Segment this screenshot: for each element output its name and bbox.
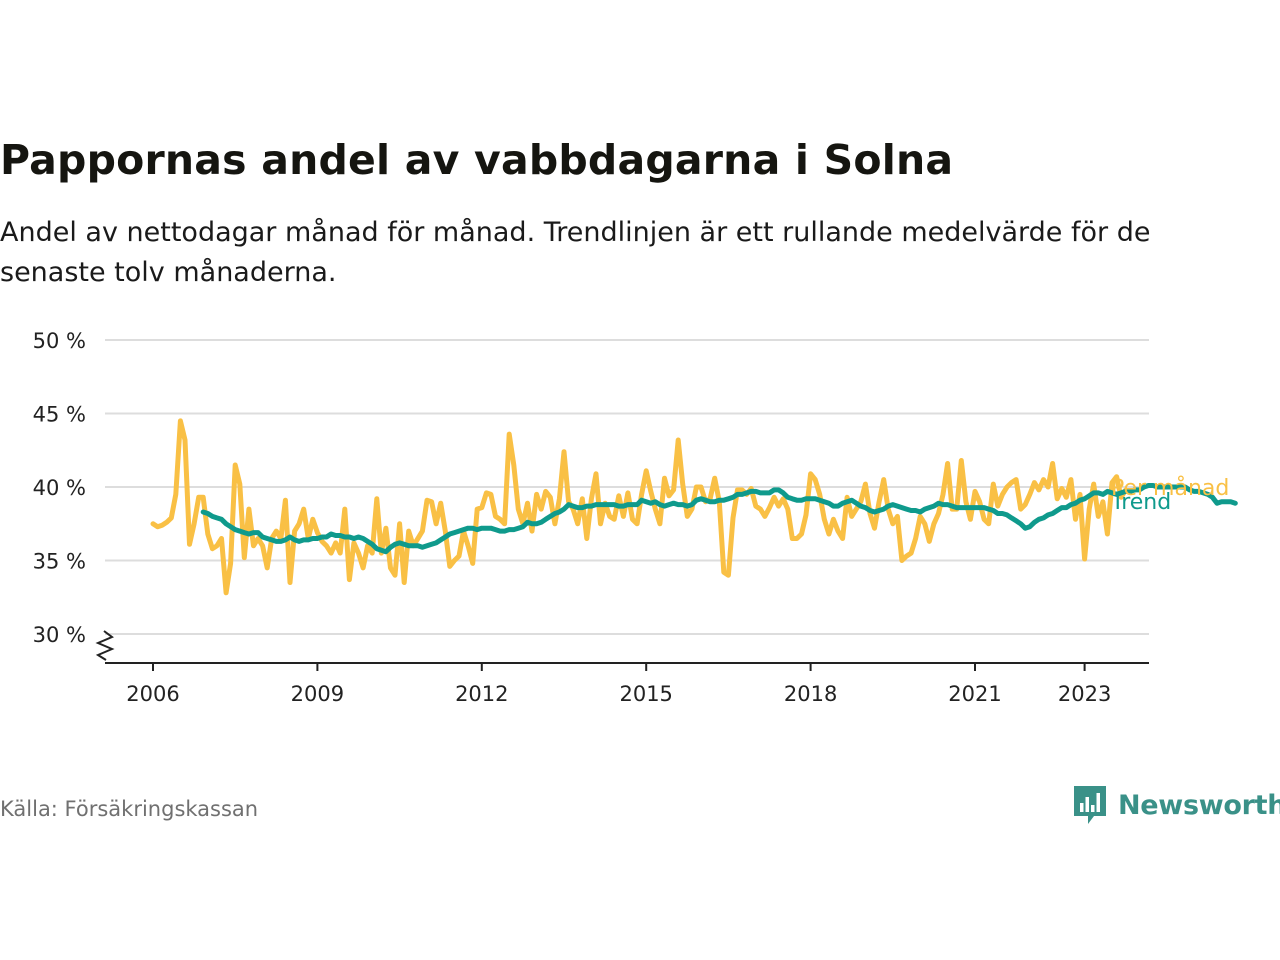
newsworthy-logo-icon xyxy=(1074,786,1106,824)
x-tick-label: 2018 xyxy=(784,682,837,706)
gridlines xyxy=(105,339,1149,635)
series-line-per-manad xyxy=(150,418,1129,596)
x-tick-label: 2009 xyxy=(291,682,344,706)
x-axis xyxy=(95,630,1149,664)
y-tick-label: 50 % xyxy=(33,329,86,353)
y-tick-label: 35 % xyxy=(33,550,86,574)
y-tick-label: 45 % xyxy=(33,403,86,427)
line-chart: 30 % 35 % 40 % 45 % 50 % 2006 2009 2012 2015 201… xyxy=(33,329,1238,706)
x-tick-label: 2023 xyxy=(1058,682,1111,706)
brand-wordmark: Newsworthy xyxy=(1118,789,1280,821)
brand-logo: Newsworthy xyxy=(1072,784,1280,826)
series-label-per-manad: Per månad xyxy=(1111,475,1229,501)
x-tick-label: 2006 xyxy=(126,682,179,706)
series-line-trend xyxy=(200,483,1238,555)
x-tick-label: 2015 xyxy=(619,682,672,706)
axis-break-icon xyxy=(95,630,115,661)
x-axis-ticks: 2006 2009 2012 2015 2018 2021 2023 xyxy=(126,663,1111,706)
series-label-trend: Trend xyxy=(1110,490,1171,515)
x-tick-label: 2012 xyxy=(455,682,508,706)
source-note: Källa: Försäkringskassan xyxy=(0,797,259,821)
chart-subtitle: Andel av nettodagar månad för månad. Tre… xyxy=(0,217,1151,288)
y-tick-label: 30 % xyxy=(33,623,86,647)
chart-title: Pappornas andel av vabbdagarna i Solna xyxy=(0,136,954,184)
y-axis-tick-labels: 30 % 35 % 40 % 45 % 50 % xyxy=(33,329,86,647)
x-tick-label: 2021 xyxy=(948,682,1001,706)
y-tick-label: 40 % xyxy=(33,476,86,500)
